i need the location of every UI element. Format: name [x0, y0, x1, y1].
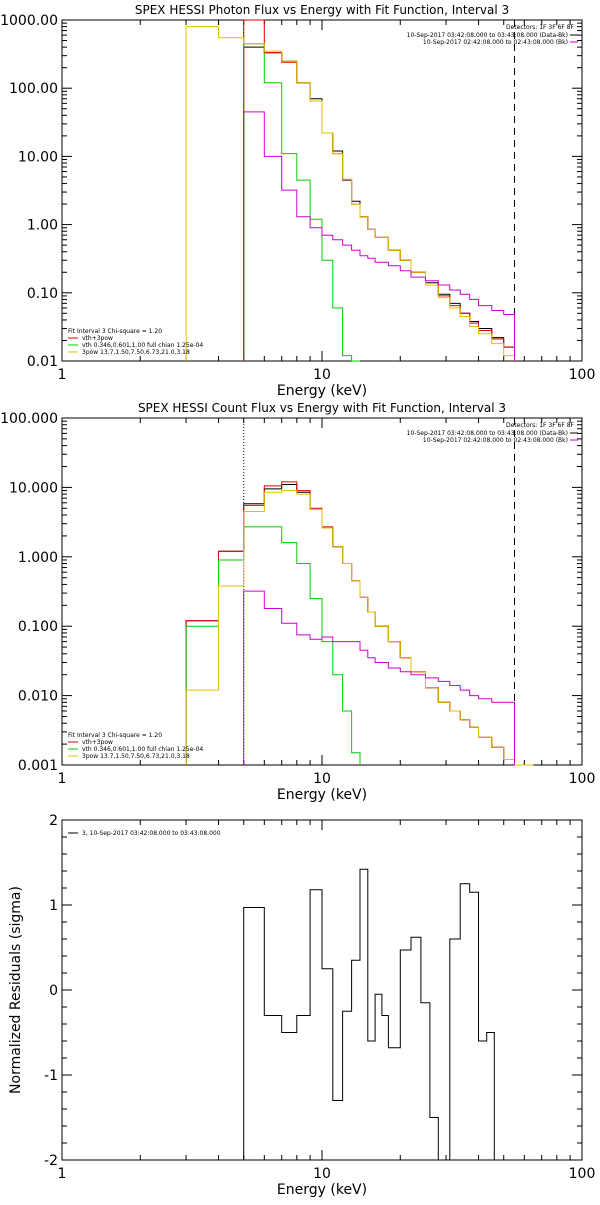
x-tick-label: 1	[58, 1166, 67, 1182]
y-tick-label: -1	[44, 1068, 58, 1084]
x-tick-label: 10	[313, 1166, 331, 1182]
chart-title: SPEX HESSI Photon Flux vs Energy with Fi…	[135, 3, 509, 17]
y-tick-label: 1.00	[27, 218, 58, 234]
plot-frame	[61, 19, 583, 362]
series-bk	[243, 111, 515, 361]
series-vth-3pow	[185, 481, 515, 765]
y-tick-label: 1	[49, 898, 58, 914]
chart-title: SPEX HESSI Count Flux vs Energy with Fit…	[138, 401, 506, 415]
legend-left-entry: vth+3pow	[82, 739, 113, 746]
legend-left-entry: Fit Interval 3 Chi-square = 1.20	[68, 732, 162, 739]
y-tick-label: 0.100	[18, 619, 58, 635]
detectors-label: Detectors: 1F 3F 6F 8F	[506, 422, 575, 429]
x-tick-label: 10	[313, 367, 331, 383]
series-3-10-sep-2017-03-42-08-000-to-03-43-08-000	[243, 868, 515, 1161]
legend-left-entry: 3pow 13.7,1.50,7.50,6.73,21.0,3.18	[82, 349, 190, 356]
series-vth	[243, 43, 360, 362]
legend-right-entry: 10-Sep-2017 02:42:08.000 to 02:43:08.000…	[423, 437, 568, 444]
legend-left-entry: Fit Interval 3 Chi-square = 1.20	[68, 328, 162, 335]
y-tick-label: 0.001	[18, 758, 58, 774]
series-data-bk	[243, 46, 515, 361]
y-tick-label: 10.00	[18, 149, 58, 165]
x-tick-label: 1	[58, 367, 67, 383]
x-tick-label: 100	[569, 1166, 596, 1182]
series-vth	[185, 526, 361, 765]
x-tick-label: 100	[569, 771, 596, 787]
y-tick-label: -2	[44, 1153, 58, 1169]
x-axis-label: Energy (keV)	[277, 1182, 367, 1198]
residuals-panel: 1 10 100 -2 -1 0 1 2 Energy (keV) Normalized Resi…	[8, 813, 595, 1198]
plot-frame	[61, 417, 583, 766]
series-data-bk	[185, 484, 515, 765]
x-tick-label: 10	[313, 771, 331, 787]
legend-left-entry: vth+3pow	[82, 335, 113, 342]
legend-left-entry: 3pow 13.7,1.50,7.50,6.73,21.0,3.18	[82, 753, 190, 760]
x-axis-label: Energy (keV)	[277, 787, 367, 803]
series-bk	[243, 590, 515, 765]
legend-left-entry: 3, 10-Sep-2017 03:42:08.000 to 03:43:08.…	[82, 830, 221, 837]
y-tick-label: 0.01	[27, 354, 58, 370]
y-tick-label: 0.010	[18, 689, 58, 705]
y-tick-label: 0	[49, 983, 58, 999]
detectors-label: Detectors: 1F 3F 6F 8F	[506, 24, 575, 31]
y-tick-label: 1000.00	[0, 13, 58, 29]
y-axis-label: Normalized Residuals (sigma)	[8, 886, 24, 1094]
y-tick-label: 0.10	[27, 286, 58, 302]
plot-frame	[61, 819, 583, 1161]
x-tick-label: 100	[569, 367, 596, 383]
x-axis-label: Energy (keV)	[277, 383, 367, 399]
legend-right-entry: 10-Sep-2017 03:42:08.000 to 03:43:08.000…	[407, 430, 568, 437]
y-tick-label: 10.000	[9, 480, 58, 496]
y-tick-label: 100.000	[0, 411, 58, 427]
y-tick-label: 2	[49, 813, 58, 829]
y-tick-label: 100.00	[9, 81, 58, 97]
series-3pow	[185, 490, 534, 766]
legend-left-entry: vth 0.346,0.601,1.00 full chian 1.25e-04	[82, 746, 203, 753]
legend-left-entry: vth 0.346,0.601,1.00 full chian 1.25e-04	[82, 342, 203, 349]
legend-right-entry: 10-Sep-2017 03:42:08.000 to 03:43:08.000…	[407, 32, 568, 39]
count-flux-panel: SPEX HESSI Count Flux vs Energy with Fit…	[0, 401, 595, 803]
x-tick-label: 1	[58, 771, 67, 787]
legend-right-entry: 10-Sep-2017 02:42:08.000 to 02:43:08.000…	[423, 39, 568, 46]
series-3pow	[185, 26, 515, 361]
y-tick-label: 1.000	[18, 550, 58, 566]
photon-flux-panel: SPEX HESSI Photon Flux vs Energy with Fi…	[0, 3, 595, 399]
